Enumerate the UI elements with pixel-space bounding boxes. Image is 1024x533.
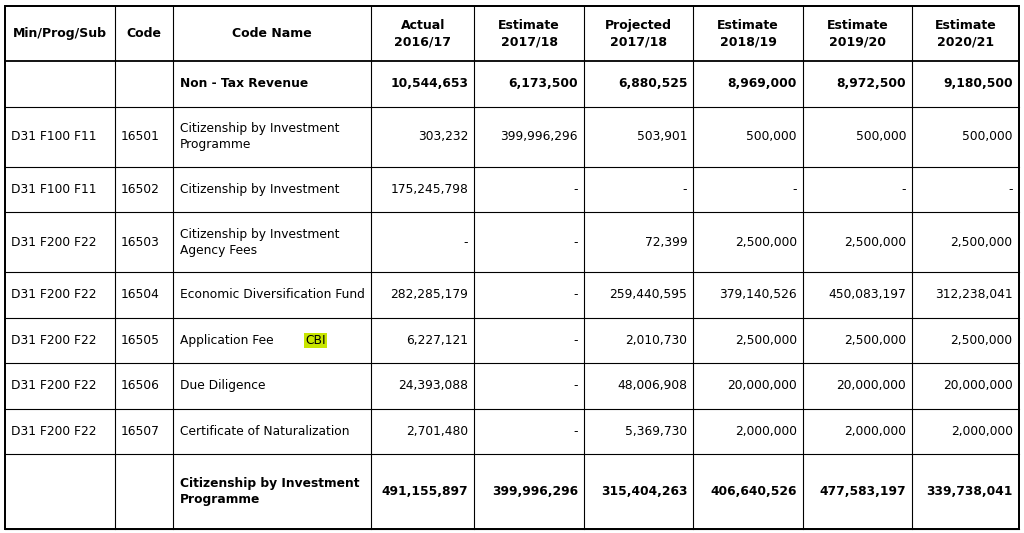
Text: 9,180,500: 9,180,500: [943, 77, 1013, 91]
Text: 2,500,000: 2,500,000: [844, 236, 906, 249]
Text: 16502: 16502: [121, 183, 160, 196]
Text: Estimate
2018/19: Estimate 2018/19: [718, 19, 779, 49]
Text: Certificate of Naturalization: Certificate of Naturalization: [179, 425, 349, 438]
Text: 24,393,088: 24,393,088: [398, 379, 468, 392]
Text: 48,006,908: 48,006,908: [617, 379, 687, 392]
Text: -: -: [573, 379, 578, 392]
Text: -: -: [793, 183, 797, 196]
Text: 500,000: 500,000: [963, 130, 1013, 143]
Text: 16505: 16505: [121, 334, 160, 347]
Text: 315,404,263: 315,404,263: [601, 485, 687, 498]
Text: D31 F200 F22: D31 F200 F22: [11, 236, 96, 249]
Text: 2,500,000: 2,500,000: [844, 334, 906, 347]
Text: Projected
2017/18: Projected 2017/18: [605, 19, 672, 49]
Text: Economic Diversification Fund: Economic Diversification Fund: [179, 288, 365, 302]
Text: 8,972,500: 8,972,500: [837, 77, 906, 91]
Text: Code: Code: [127, 27, 162, 41]
Text: -: -: [1009, 183, 1013, 196]
Text: 2,010,730: 2,010,730: [626, 334, 687, 347]
Text: Non - Tax Revenue: Non - Tax Revenue: [179, 77, 308, 91]
Text: 16504: 16504: [121, 288, 160, 302]
Text: -: -: [573, 334, 578, 347]
Text: 500,000: 500,000: [856, 130, 906, 143]
Text: Due Diligence: Due Diligence: [179, 379, 265, 392]
Text: 16507: 16507: [121, 425, 160, 438]
Text: 2,500,000: 2,500,000: [734, 334, 797, 347]
Text: Estimate
2020/21: Estimate 2020/21: [935, 19, 996, 49]
Text: 175,245,798: 175,245,798: [390, 183, 468, 196]
Text: 282,285,179: 282,285,179: [390, 288, 468, 302]
Text: Application Fee: Application Fee: [179, 334, 278, 347]
Text: -: -: [573, 236, 578, 249]
Text: Estimate
2017/18: Estimate 2017/18: [499, 19, 560, 49]
Text: 406,640,526: 406,640,526: [711, 485, 797, 498]
Text: Estimate
2019/20: Estimate 2019/20: [826, 19, 889, 49]
Text: 2,000,000: 2,000,000: [735, 425, 797, 438]
Text: Min/Prog/Sub: Min/Prog/Sub: [13, 27, 106, 41]
Text: 72,399: 72,399: [645, 236, 687, 249]
Text: 2,500,000: 2,500,000: [734, 236, 797, 249]
Text: 450,083,197: 450,083,197: [828, 288, 906, 302]
Text: 16503: 16503: [121, 236, 160, 249]
Text: 491,155,897: 491,155,897: [382, 485, 468, 498]
Text: -: -: [573, 183, 578, 196]
Text: 10,544,653: 10,544,653: [390, 77, 468, 91]
Text: 2,500,000: 2,500,000: [950, 334, 1013, 347]
Text: 399,996,296: 399,996,296: [492, 485, 578, 498]
Text: Actual
2016/17: Actual 2016/17: [394, 19, 452, 49]
Text: 16501: 16501: [121, 130, 160, 143]
Text: 2,000,000: 2,000,000: [845, 425, 906, 438]
Text: 20,000,000: 20,000,000: [837, 379, 906, 392]
Text: Citizenship by Investment
Programme: Citizenship by Investment Programme: [179, 122, 339, 151]
Text: D31 F100 F11: D31 F100 F11: [11, 183, 96, 196]
Text: CBI: CBI: [305, 334, 326, 347]
Text: 16506: 16506: [121, 379, 160, 392]
Text: -: -: [573, 288, 578, 302]
Text: 500,000: 500,000: [746, 130, 797, 143]
Text: -: -: [683, 183, 687, 196]
Text: Citizenship by Investment
Agency Fees: Citizenship by Investment Agency Fees: [179, 228, 339, 257]
Text: Citizenship by Investment
Programme: Citizenship by Investment Programme: [179, 477, 359, 506]
Text: 20,000,000: 20,000,000: [943, 379, 1013, 392]
Text: 6,227,121: 6,227,121: [407, 334, 468, 347]
Text: 2,500,000: 2,500,000: [950, 236, 1013, 249]
Text: 6,173,500: 6,173,500: [508, 77, 578, 91]
Text: D31 F200 F22: D31 F200 F22: [11, 379, 96, 392]
Text: 303,232: 303,232: [418, 130, 468, 143]
Text: Code Name: Code Name: [232, 27, 312, 41]
Text: 5,369,730: 5,369,730: [626, 425, 687, 438]
Text: 259,440,595: 259,440,595: [609, 288, 687, 302]
Text: -: -: [464, 236, 468, 249]
Text: D31 F100 F11: D31 F100 F11: [11, 130, 96, 143]
Text: Citizenship by Investment: Citizenship by Investment: [179, 183, 339, 196]
Text: D31 F200 F22: D31 F200 F22: [11, 334, 96, 347]
Text: 6,880,525: 6,880,525: [617, 77, 687, 91]
Text: 312,238,041: 312,238,041: [935, 288, 1013, 302]
Text: 2,000,000: 2,000,000: [950, 425, 1013, 438]
Text: -: -: [902, 183, 906, 196]
Text: D31 F200 F22: D31 F200 F22: [11, 425, 96, 438]
Text: 2,701,480: 2,701,480: [407, 425, 468, 438]
Text: D31 F200 F22: D31 F200 F22: [11, 288, 96, 302]
Text: 8,969,000: 8,969,000: [727, 77, 797, 91]
Text: 20,000,000: 20,000,000: [727, 379, 797, 392]
Text: 339,738,041: 339,738,041: [927, 485, 1013, 498]
Text: 477,583,197: 477,583,197: [819, 485, 906, 498]
Text: -: -: [573, 425, 578, 438]
Text: 399,996,296: 399,996,296: [501, 130, 578, 143]
Text: 503,901: 503,901: [637, 130, 687, 143]
Text: 379,140,526: 379,140,526: [719, 288, 797, 302]
